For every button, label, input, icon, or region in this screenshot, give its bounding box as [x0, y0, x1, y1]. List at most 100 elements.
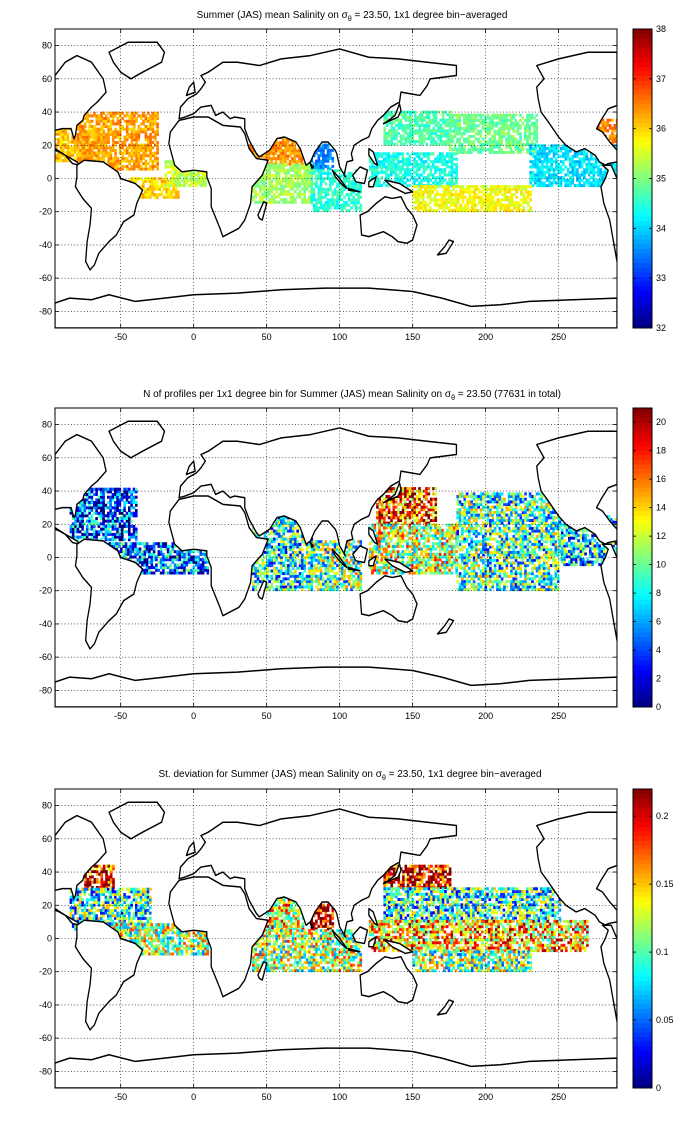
data-cell: [319, 169, 323, 173]
data-cell: [97, 151, 101, 155]
data-cell: [128, 495, 131, 499]
data-cell: [453, 113, 457, 117]
data-cell: [261, 198, 264, 202]
data-cell: [90, 490, 94, 494]
data-cell: [69, 148, 72, 152]
data-cell: [102, 135, 106, 139]
data-cell: [128, 154, 131, 158]
data-cell: [150, 563, 154, 567]
data-cell: [270, 195, 274, 199]
data-cell: [415, 168, 419, 172]
data-cell: [109, 538, 112, 542]
data-cell: [178, 181, 182, 185]
data-cell: [116, 130, 120, 134]
data-cell: [180, 552, 184, 556]
data-cell: [573, 170, 577, 174]
data-cell: [90, 506, 94, 510]
data-cell: [552, 160, 556, 164]
data-cell: [420, 152, 423, 156]
data-cell: [594, 157, 598, 161]
data-cell: [201, 563, 205, 567]
data-cell: [288, 154, 292, 158]
data-cell: [159, 558, 163, 562]
data-cell: [190, 176, 193, 180]
data-cell: [147, 125, 150, 128]
data-cell: [329, 198, 332, 202]
data-cell: [122, 542, 125, 546]
data-cell: [550, 173, 553, 177]
data-cell: [520, 209, 523, 213]
data-cell: [460, 145, 464, 149]
data-cell: [185, 178, 189, 182]
data-cell: [443, 190, 446, 194]
data-cell: [359, 185, 363, 189]
data-cell: [263, 190, 267, 194]
data-cell: [123, 138, 127, 142]
data-cell: [156, 179, 159, 183]
data-cell: [128, 506, 131, 510]
data-cell: [427, 157, 430, 161]
data-cell: [467, 121, 471, 125]
data-cell: [135, 511, 138, 515]
data-cell: [140, 146, 143, 150]
data-cell: [564, 173, 567, 177]
data-cell: [55, 132, 58, 136]
data-cell: [107, 506, 110, 510]
data-cell: [326, 167, 330, 171]
data-cell: [95, 122, 99, 126]
data-cell: [413, 121, 417, 125]
data-cell: [324, 156, 328, 160]
data-cell: [310, 174, 314, 178]
data-cell: [425, 132, 429, 135]
data-cell: [564, 154, 567, 158]
data-cell: [83, 135, 87, 139]
data-cell: [83, 114, 87, 118]
data-cell: [533, 124, 536, 128]
data-cell: [573, 152, 577, 156]
data-cell: [130, 159, 134, 163]
data-cell: [388, 142, 391, 146]
data-cell: [286, 154, 290, 158]
data-cell: [338, 182, 342, 186]
data-cell: [454, 190, 458, 194]
data-cell: [66, 138, 70, 141]
data-cell: [319, 162, 323, 166]
data-cell: [439, 124, 443, 127]
data-cell: [145, 547, 149, 551]
data-cell: [127, 547, 130, 551]
data-cell: [90, 495, 94, 499]
data-cell: [390, 126, 393, 130]
data-cell: [331, 198, 335, 202]
colorbar-step: [633, 271, 652, 278]
data-cell: [534, 160, 537, 164]
data-cell: [79, 156, 82, 160]
data-cell: [534, 165, 537, 169]
data-cell: [114, 111, 117, 115]
data-cell: [569, 162, 572, 166]
data-cell: [174, 185, 178, 189]
data-cell: [156, 156, 159, 160]
data-cell: [493, 116, 497, 120]
data-cell: [183, 170, 186, 174]
data-cell: [340, 206, 344, 210]
data-cell: [445, 181, 449, 185]
data-cell: [492, 198, 495, 202]
data-cell: [486, 148, 490, 152]
data-cell: [167, 195, 171, 199]
colorbar-step: [633, 29, 652, 35]
data-cell: [502, 121, 506, 125]
data-cell: [333, 201, 337, 205]
data-cell: [493, 135, 497, 138]
data-cell: [118, 133, 122, 136]
data-cell: [528, 113, 532, 117]
data-cell: [509, 150, 513, 154]
data-cell: [425, 121, 429, 125]
data-cell: [521, 148, 525, 152]
data-cell: [154, 164, 157, 168]
data-cell: [145, 560, 149, 564]
data-cell: [308, 166, 311, 170]
data-cell: [529, 176, 532, 180]
data-cell: [159, 542, 163, 546]
data-cell: [375, 170, 379, 174]
data-cell: [176, 170, 179, 174]
